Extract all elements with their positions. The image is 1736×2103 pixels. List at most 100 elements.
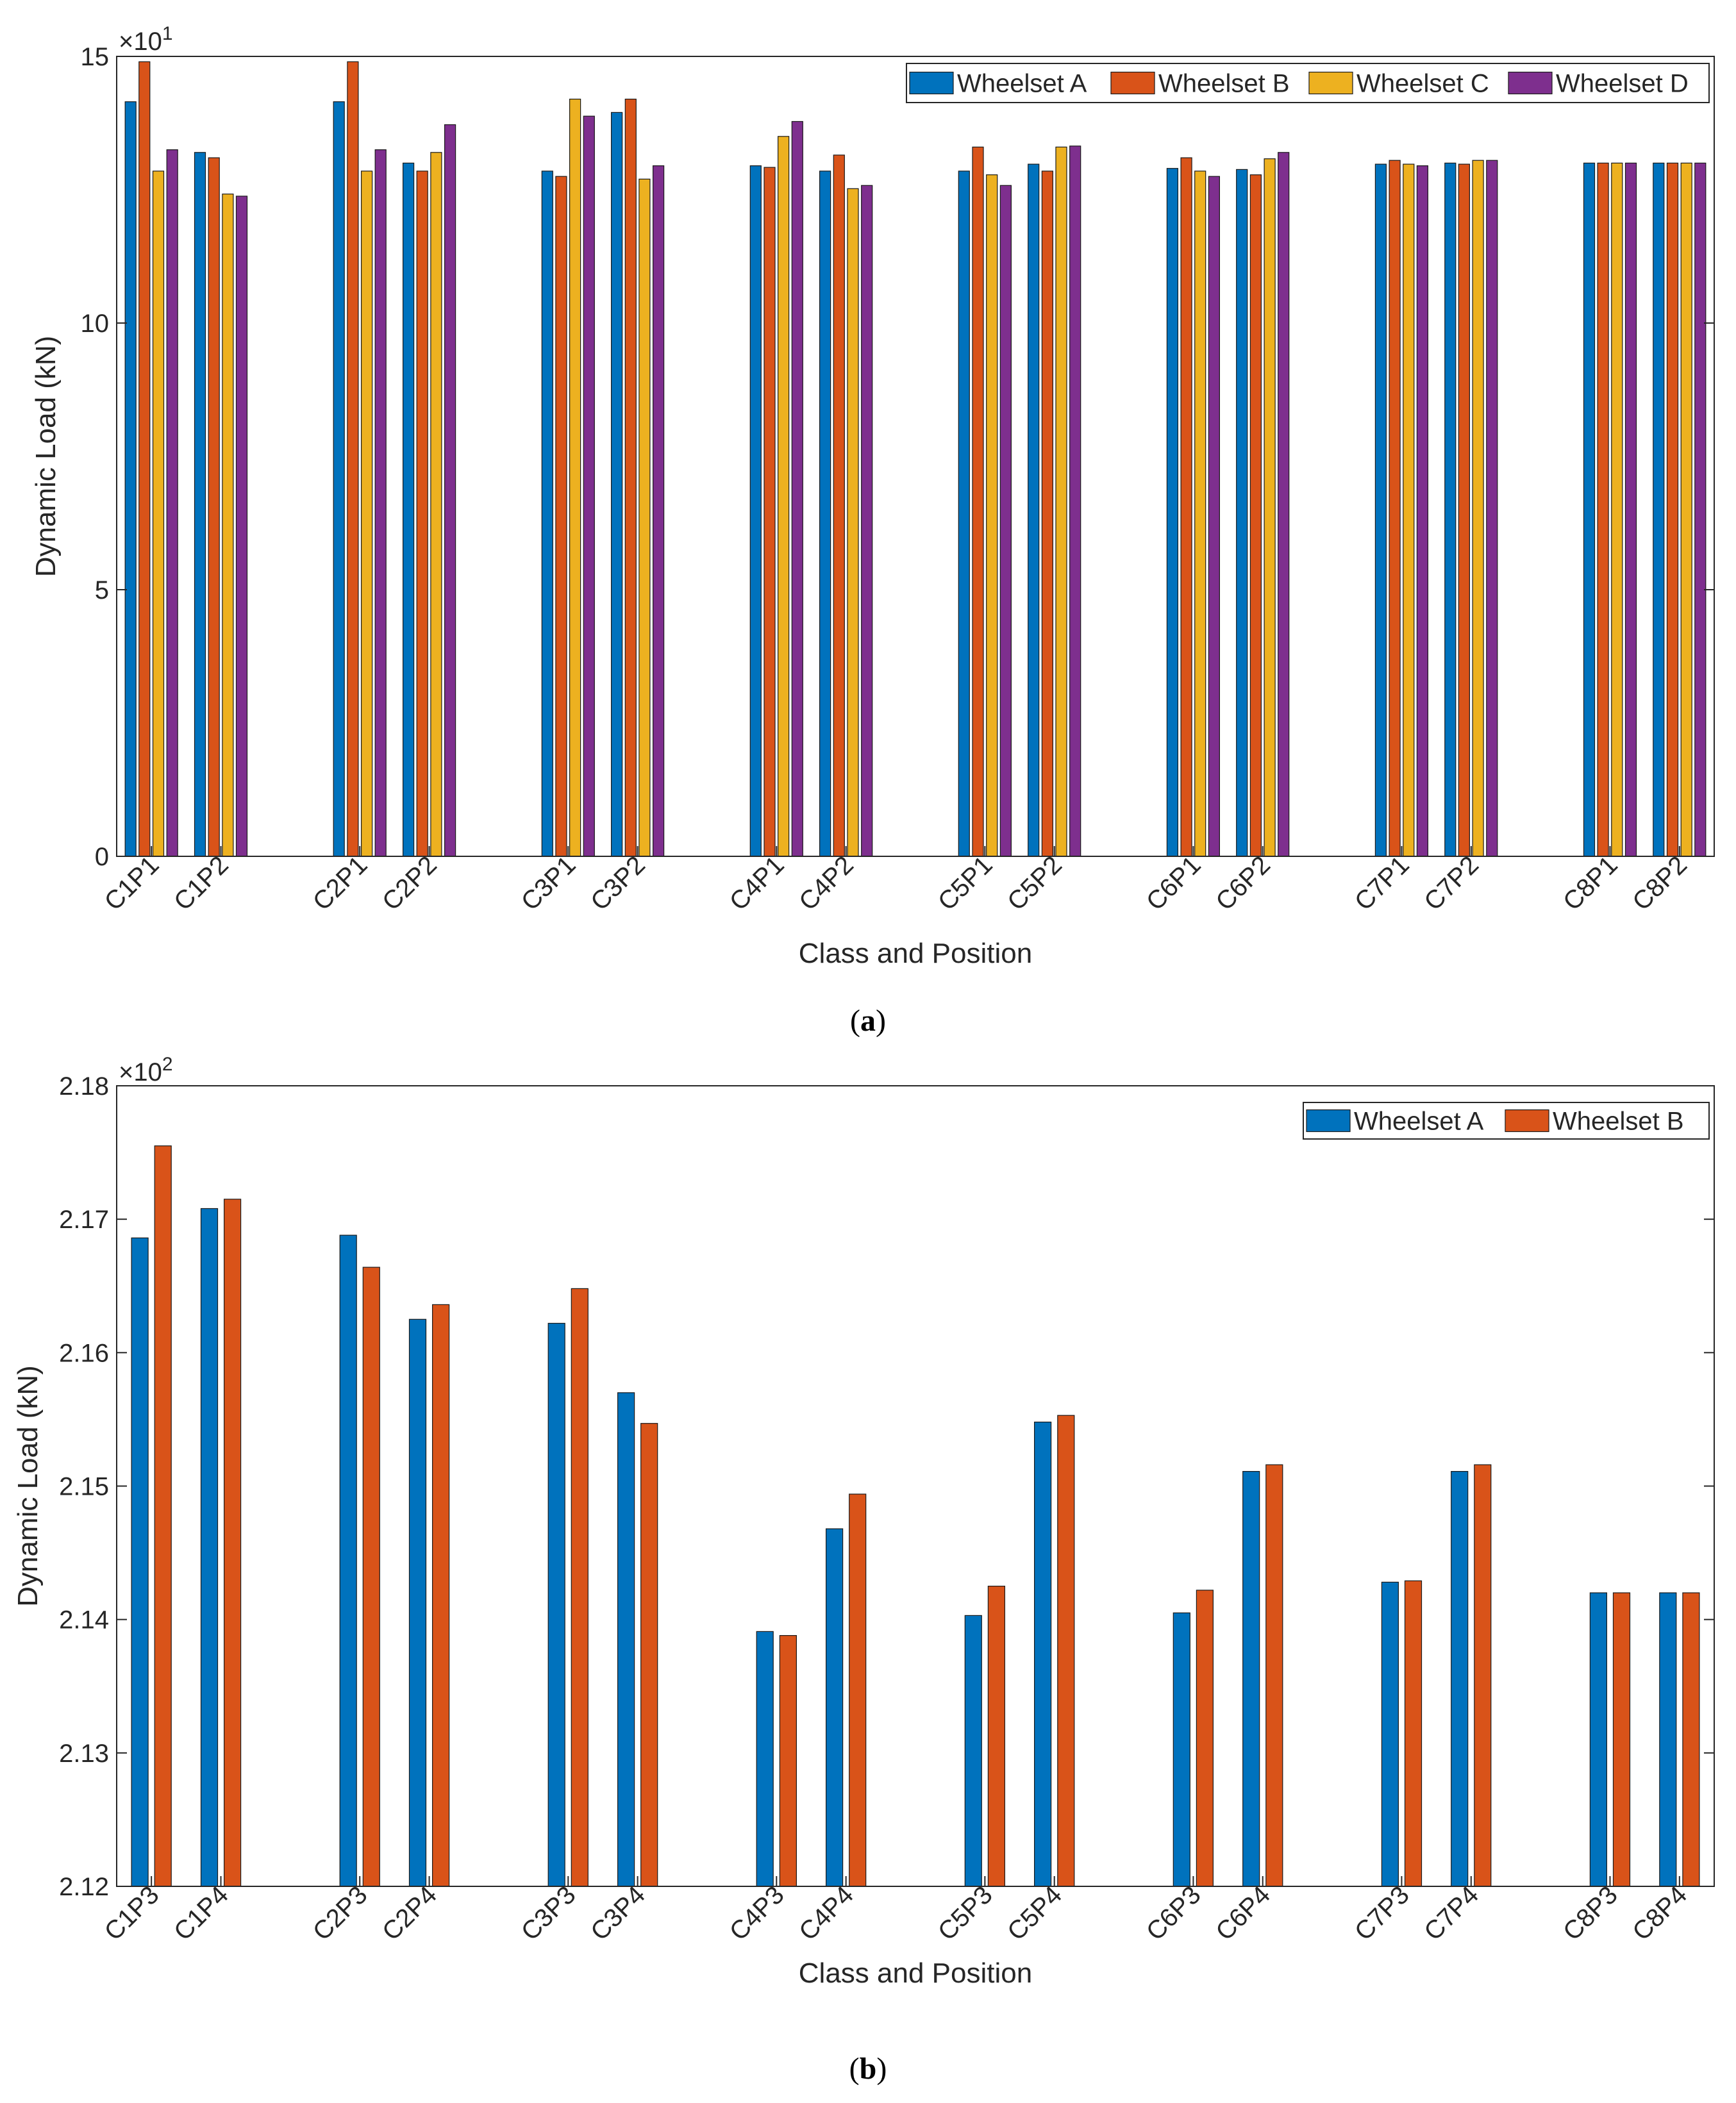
x-tick-label: C6P4 — [1210, 1881, 1276, 1946]
bar-C1P1-wheelset-a — [124, 101, 137, 857]
x-tick-label: C1P2 — [169, 851, 234, 916]
bar-C3P2-wheelset-b — [624, 99, 637, 857]
bar-C4P3-wheelset-a — [756, 1631, 774, 1887]
bar-C2P3-wheelset-b — [362, 1267, 380, 1887]
x-tick-label: C8P4 — [1627, 1881, 1692, 1946]
x-axis-title: Class and Position — [799, 938, 1032, 969]
bar-C1P2-wheelset-a — [194, 152, 206, 857]
bar-C5P2-wheelset-a — [1028, 163, 1040, 857]
legend-label-wheelset-a: Wheelset A — [1354, 1108, 1484, 1136]
y-tick-label: 0 — [95, 843, 109, 871]
bar-C2P2-wheelset-c — [430, 152, 442, 857]
x-tick-label: C3P4 — [585, 1881, 651, 1946]
bar-C3P1-wheelset-b — [555, 176, 567, 857]
bar-C5P2-wheelset-b — [1041, 170, 1054, 857]
x-tick-label: C4P3 — [724, 1881, 790, 1946]
legend-label-wheelset-a: Wheelset A — [957, 70, 1087, 98]
exponent-power: 2 — [162, 1054, 173, 1075]
bar-C7P2-wheelset-a — [1444, 162, 1456, 857]
x-tick-label: C5P1 — [933, 851, 998, 916]
axes-box — [116, 56, 1715, 857]
x-tick-label: C3P3 — [516, 1881, 581, 1946]
bar-C1P4-wheelset-b — [224, 1199, 242, 1887]
bar-C1P2-wheelset-c — [222, 194, 234, 857]
bar-C2P2-wheelset-b — [416, 170, 428, 857]
x-tick-label: C5P3 — [933, 1881, 998, 1946]
bar-C4P1-wheelset-a — [749, 165, 762, 857]
y-tick-label: 15 — [81, 43, 110, 71]
bar-C5P1-wheelset-b — [972, 146, 984, 857]
bar-C3P1-wheelset-c — [569, 99, 581, 857]
bar-C6P1-wheelset-d — [1208, 176, 1221, 857]
x-axis-title: Class and Position — [799, 1958, 1032, 1989]
bar-C7P4-wheelset-b — [1474, 1464, 1492, 1887]
bar-C5P2-wheelset-c — [1055, 146, 1067, 857]
bar-C3P2-wheelset-a — [610, 112, 623, 857]
panel-label-open: ( — [850, 1004, 860, 1038]
legend-swatch-wheelset-b — [1505, 1109, 1549, 1133]
x-tick-label: C1P4 — [169, 1881, 234, 1946]
y-tick-label: 2.18 — [59, 1072, 109, 1101]
bar-C4P2-wheelset-d — [861, 185, 873, 857]
legend-swatch-wheelset-c — [1308, 71, 1353, 95]
x-tick-label: C7P2 — [1419, 851, 1484, 916]
bar-C3P1-wheelset-d — [583, 115, 595, 857]
bar-C6P2-wheelset-c — [1264, 158, 1276, 857]
bar-C2P4-wheelset-b — [431, 1304, 450, 1887]
bar-C6P1-wheelset-a — [1166, 168, 1179, 857]
bar-C5P2-wheelset-d — [1069, 145, 1081, 857]
bar-C3P2-wheelset-c — [638, 178, 651, 857]
exponent-power: 1 — [162, 23, 173, 44]
bar-C8P2-wheelset-c — [1680, 162, 1692, 857]
x-tick-label: C6P1 — [1141, 851, 1206, 916]
x-tick-label: C5P4 — [1002, 1881, 1067, 1946]
x-tick-label: C2P1 — [308, 851, 373, 916]
bar-C3P2-wheelset-d — [652, 165, 665, 857]
panel-label-close: ) — [876, 1004, 886, 1038]
bar-C4P2-wheelset-b — [833, 154, 845, 857]
bar-C4P2-wheelset-c — [847, 188, 859, 857]
legend-label-wheelset-d: Wheelset D — [1556, 70, 1689, 98]
panel-label-close: ) — [876, 2052, 887, 2086]
x-tick-label: C3P2 — [585, 851, 651, 916]
bar-C5P3-wheelset-a — [964, 1615, 982, 1887]
x-tick-label: C7P1 — [1349, 851, 1415, 916]
bar-C8P3-wheelset-b — [1612, 1592, 1631, 1887]
y-axis-title: Dynamic Load (kN) — [12, 1365, 44, 1607]
bar-C3P4-wheelset-b — [640, 1423, 658, 1887]
y-tick-label: 2.17 — [59, 1206, 109, 1234]
x-tick-label: C8P2 — [1627, 851, 1692, 916]
bar-C8P2-wheelset-d — [1694, 162, 1707, 857]
bar-C5P3-wheelset-b — [987, 1586, 1006, 1887]
panel-label: (a) — [850, 1004, 886, 1038]
panel-label-letter: a — [860, 1004, 876, 1038]
bar-C4P4-wheelset-a — [825, 1528, 844, 1887]
legend-swatch-wheelset-a — [1306, 1109, 1351, 1133]
bar-C1P3-wheelset-b — [154, 1145, 172, 1887]
bar-C2P1-wheelset-b — [347, 61, 359, 857]
legend-label-wheelset-c: Wheelset C — [1356, 70, 1489, 98]
x-tick-label: C4P2 — [794, 851, 859, 916]
bar-C1P2-wheelset-b — [208, 157, 220, 857]
bar-C8P1-wheelset-a — [1583, 162, 1596, 857]
legend-label-wheelset-b: Wheelset B — [1553, 1108, 1684, 1136]
bar-C8P1-wheelset-d — [1624, 162, 1637, 857]
bar-C2P1-wheelset-c — [360, 170, 373, 857]
bar-C3P3-wheelset-a — [547, 1322, 565, 1887]
bar-C4P3-wheelset-b — [779, 1635, 797, 1887]
bar-C1P4-wheelset-a — [200, 1208, 219, 1887]
y-tick-label: 5 — [95, 576, 109, 604]
y-tick-label: 2.14 — [59, 1606, 109, 1634]
x-tick-label: C7P3 — [1349, 1881, 1415, 1946]
bar-C8P4-wheelset-b — [1682, 1592, 1700, 1887]
bar-C1P1-wheelset-c — [152, 170, 165, 857]
bar-C6P2-wheelset-b — [1249, 174, 1262, 857]
bar-C7P1-wheelset-d — [1416, 165, 1428, 857]
bar-C7P1-wheelset-b — [1389, 160, 1401, 857]
x-tick-label: C4P4 — [794, 1881, 859, 1946]
bar-C3P4-wheelset-a — [617, 1392, 635, 1887]
bar-C7P1-wheelset-c — [1403, 163, 1415, 857]
x-tick-label: C5P2 — [1002, 851, 1067, 916]
